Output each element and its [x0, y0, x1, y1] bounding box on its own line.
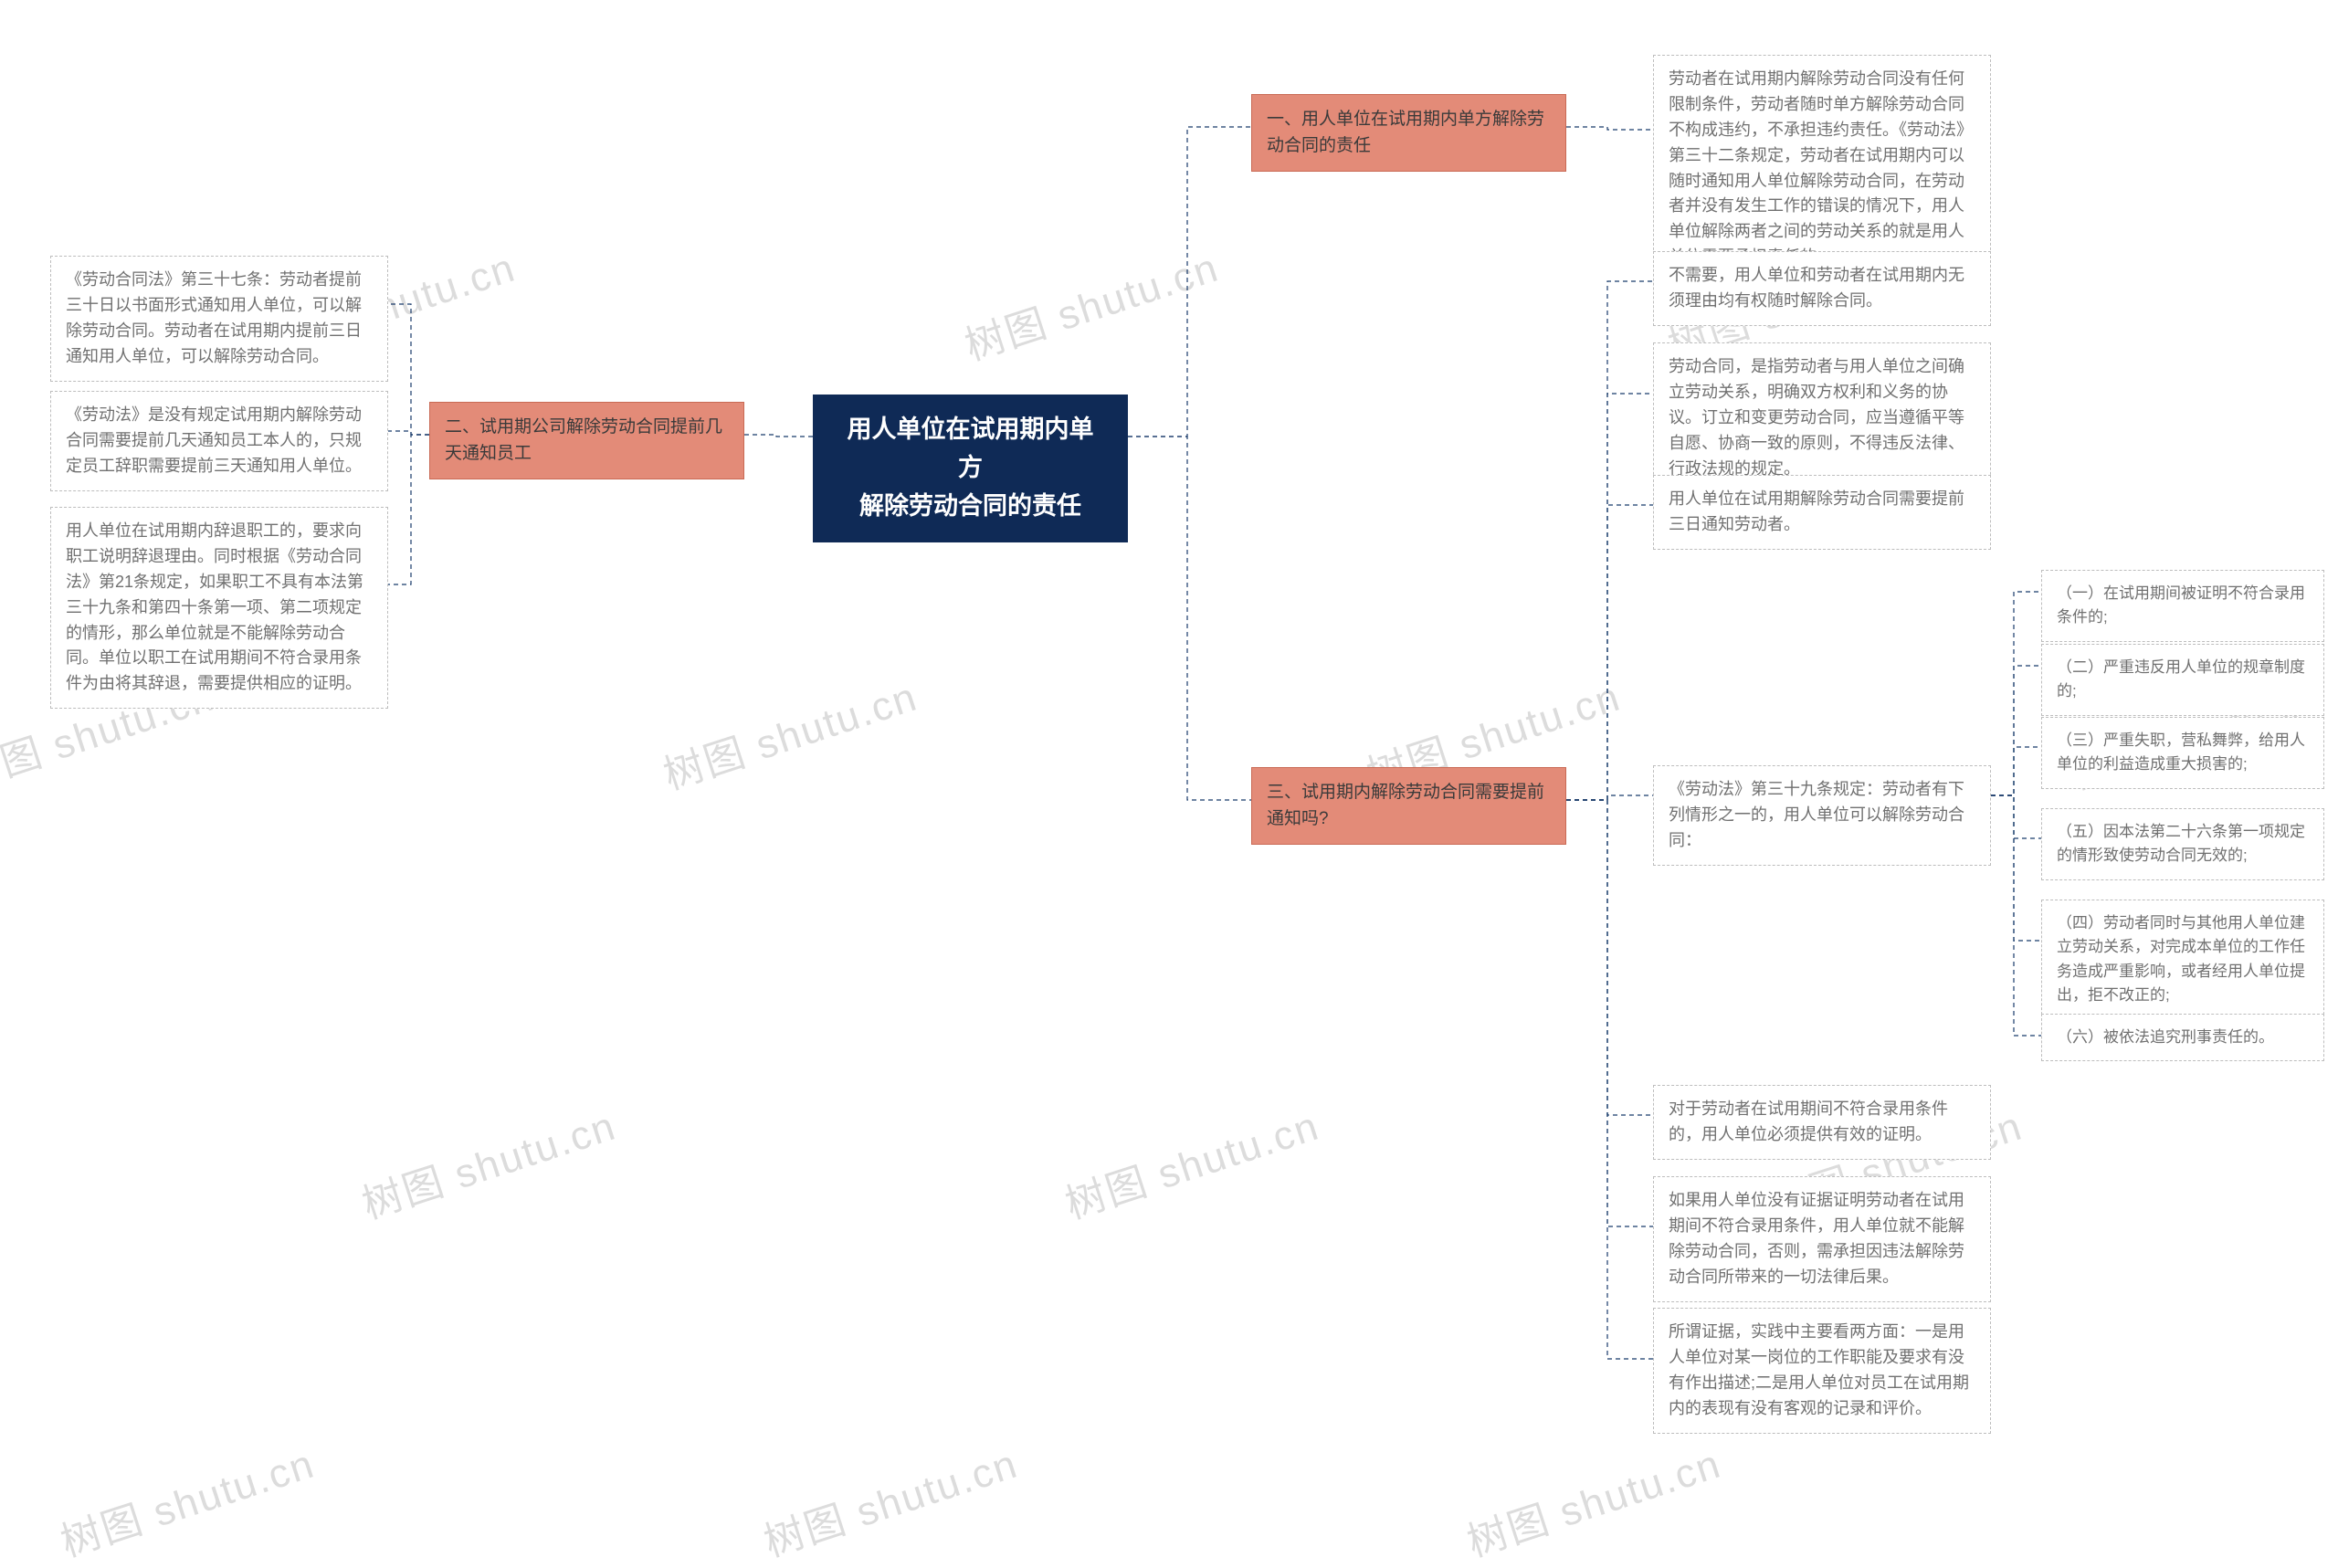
watermark: 树图 shutu.cn — [755, 1431, 1024, 1568]
branch-3: 三、试用期内解除劳动合同需要提前通知吗? — [1251, 767, 1566, 845]
leaf-b2-1: 《劳动合同法》第三十七条：劳动者提前三十日以书面形式通知用人单位，可以解除劳动合… — [50, 256, 388, 382]
root-line2: 解除劳动合同的责任 — [837, 488, 1104, 526]
watermark: 树图 shutu.cn — [353, 1093, 622, 1230]
watermark: 树图 shutu.cn — [655, 664, 923, 801]
leaf-b2-3: 用人单位在试用期内辞退职工的，要求向职工说明辞退理由。同时根据《劳动合同法》第2… — [50, 507, 388, 709]
leaf-b3-4-1: （一）在试用期间被证明不符合录用条件的; — [2041, 570, 2324, 642]
watermark: 树图 shutu.cn — [1459, 1431, 1727, 1568]
leaf-b3-4-4: （五）因本法第二十六条第一项规定的情形致使劳动合同无效的; — [2041, 808, 2324, 880]
leaf-b3-2: 劳动合同，是指劳动者与用人单位之间确立劳动关系，明确双方权利和义务的协议。订立和… — [1653, 342, 1991, 493]
root-node: 用人单位在试用期内单方 解除劳动合同的责任 — [813, 395, 1128, 542]
watermark: 树图 shutu.cn — [1057, 1093, 1325, 1230]
leaf-b3-4: 《劳动法》第三十九条规定：劳动者有下列情形之一的，用人单位可以解除劳动合同： — [1653, 765, 1991, 866]
leaf-b3-3: 用人单位在试用期解除劳动合同需要提前三日通知劳动者。 — [1653, 475, 1991, 550]
watermark: 树图 shutu.cn — [52, 1431, 321, 1568]
branch-1: 一、用人单位在试用期内单方解除劳动合同的责任 — [1251, 94, 1566, 172]
leaf-b3-1: 不需要，用人单位和劳动者在试用期内无须理由均有权随时解除合同。 — [1653, 251, 1991, 326]
leaf-b3-4-5: （四）劳动者同时与其他用人单位建立劳动关系，对完成本单位的工作任务造成严重影响，… — [2041, 900, 2324, 1019]
leaf-b3-4-6: （六）被依法追究刑事责任的。 — [2041, 1014, 2324, 1061]
watermark: 树图 shutu.cn — [956, 235, 1225, 372]
leaf-b3-4-2: （二）严重违反用人单位的规章制度的; — [2041, 644, 2324, 716]
leaf-b3-5: 对于劳动者在试用期间不符合录用条件的，用人单位必须提供有效的证明。 — [1653, 1085, 1991, 1160]
branch-2: 二、试用期公司解除劳动合同提前几天通知员工 — [429, 402, 744, 479]
leaf-b1-1: 劳动者在试用期内解除劳动合同没有任何限制条件，劳动者随时单方解除劳动合同不构成违… — [1653, 55, 1991, 282]
root-line1: 用人单位在试用期内单方 — [837, 411, 1104, 488]
leaf-b2-2: 《劳动法》是没有规定试用期内解除劳动合同需要提前几天通知员工本人的，只规定员工辞… — [50, 391, 388, 491]
leaf-b3-6: 如果用人单位没有证据证明劳动者在试用期间不符合录用条件，用人单位就不能解除劳动合… — [1653, 1176, 1991, 1302]
leaf-b3-7: 所谓证据，实践中主要看两方面：一是用人单位对某一岗位的工作职能及要求有没有作出描… — [1653, 1308, 1991, 1434]
leaf-b3-4-3: （三）严重失职，营私舞弊，给用人单位的利益造成重大损害的; — [2041, 717, 2324, 789]
